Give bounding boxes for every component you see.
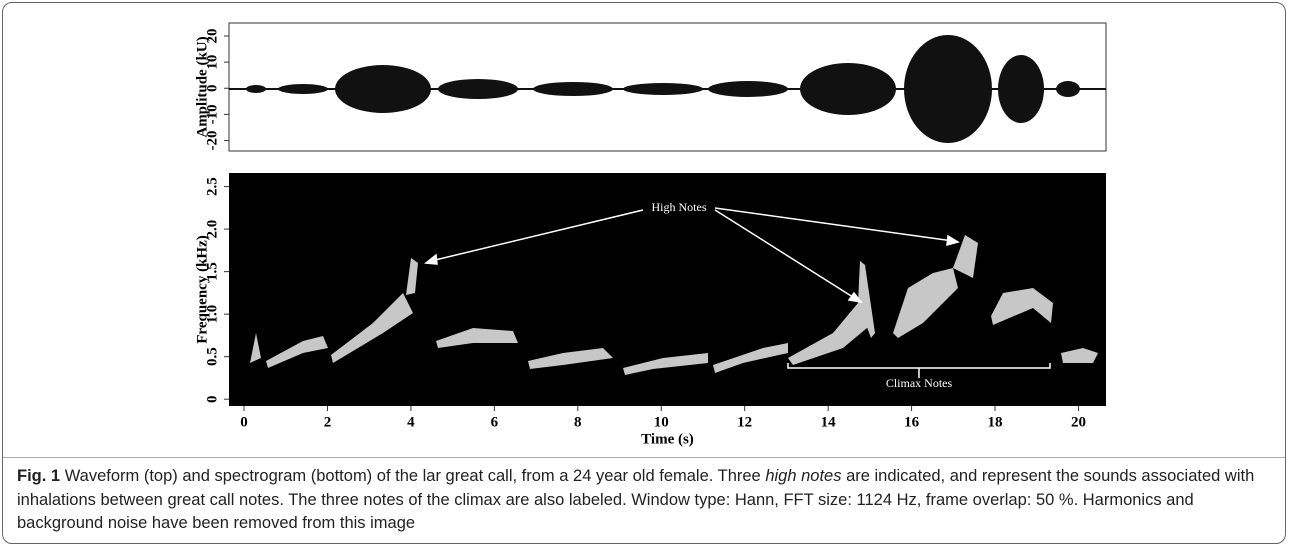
x-tick-label: 8	[574, 414, 582, 430]
y-tick-label: -20	[204, 131, 220, 151]
x-tick-label: 2	[324, 414, 332, 430]
x-tick-label: 10	[654, 414, 669, 430]
y-tick-label: 2.0	[204, 220, 220, 239]
caption-label: Fig. 1	[17, 467, 61, 485]
annotation: Climax Notes	[886, 376, 953, 390]
y-tick-label: -10	[204, 104, 220, 124]
x-tick-label: 16	[904, 414, 920, 430]
annotation-arrows	[424, 207, 1051, 378]
y-tick-label: 10	[204, 55, 220, 70]
spectrogram-traces	[250, 235, 1098, 375]
caption-text: are indicated, and represent the sounds …	[17, 467, 1255, 532]
waveform-trace	[229, 35, 1106, 143]
annotation: High Notes	[652, 200, 707, 214]
x-tick-label: 6	[491, 414, 499, 430]
x-tick-label: 14	[821, 414, 837, 430]
y-tick-label: 0.5	[204, 347, 220, 366]
y-axis-label: Frequency (kHz)	[194, 235, 210, 343]
x-tick-label: 12	[737, 414, 752, 430]
y-tick-label: 1.5	[204, 262, 220, 281]
x-tick-label: 4	[407, 414, 415, 430]
y-axis-label: Amplitude (kU)	[194, 36, 210, 137]
y-tick-label: 2.5	[204, 177, 220, 196]
x-axis-label: Time (s)	[641, 431, 694, 447]
x-tick-label: 18	[988, 414, 1003, 430]
y-tick-label: 0	[204, 85, 220, 93]
y-tick-label: 1.0	[204, 305, 220, 324]
caption: Fig. 1 Waveform (top) and spectrogram (b…	[17, 465, 1267, 536]
caption-text: Waveform (top) and spectrogram (bottom) …	[64, 467, 766, 485]
x-tick-label: 0	[240, 414, 248, 430]
x-tick-label: 20	[1071, 414, 1086, 430]
y-tick-label: 0	[204, 395, 220, 403]
separator	[3, 457, 1285, 458]
caption-emphasis: high notes	[765, 467, 842, 485]
y-tick-label: 20	[204, 29, 220, 44]
